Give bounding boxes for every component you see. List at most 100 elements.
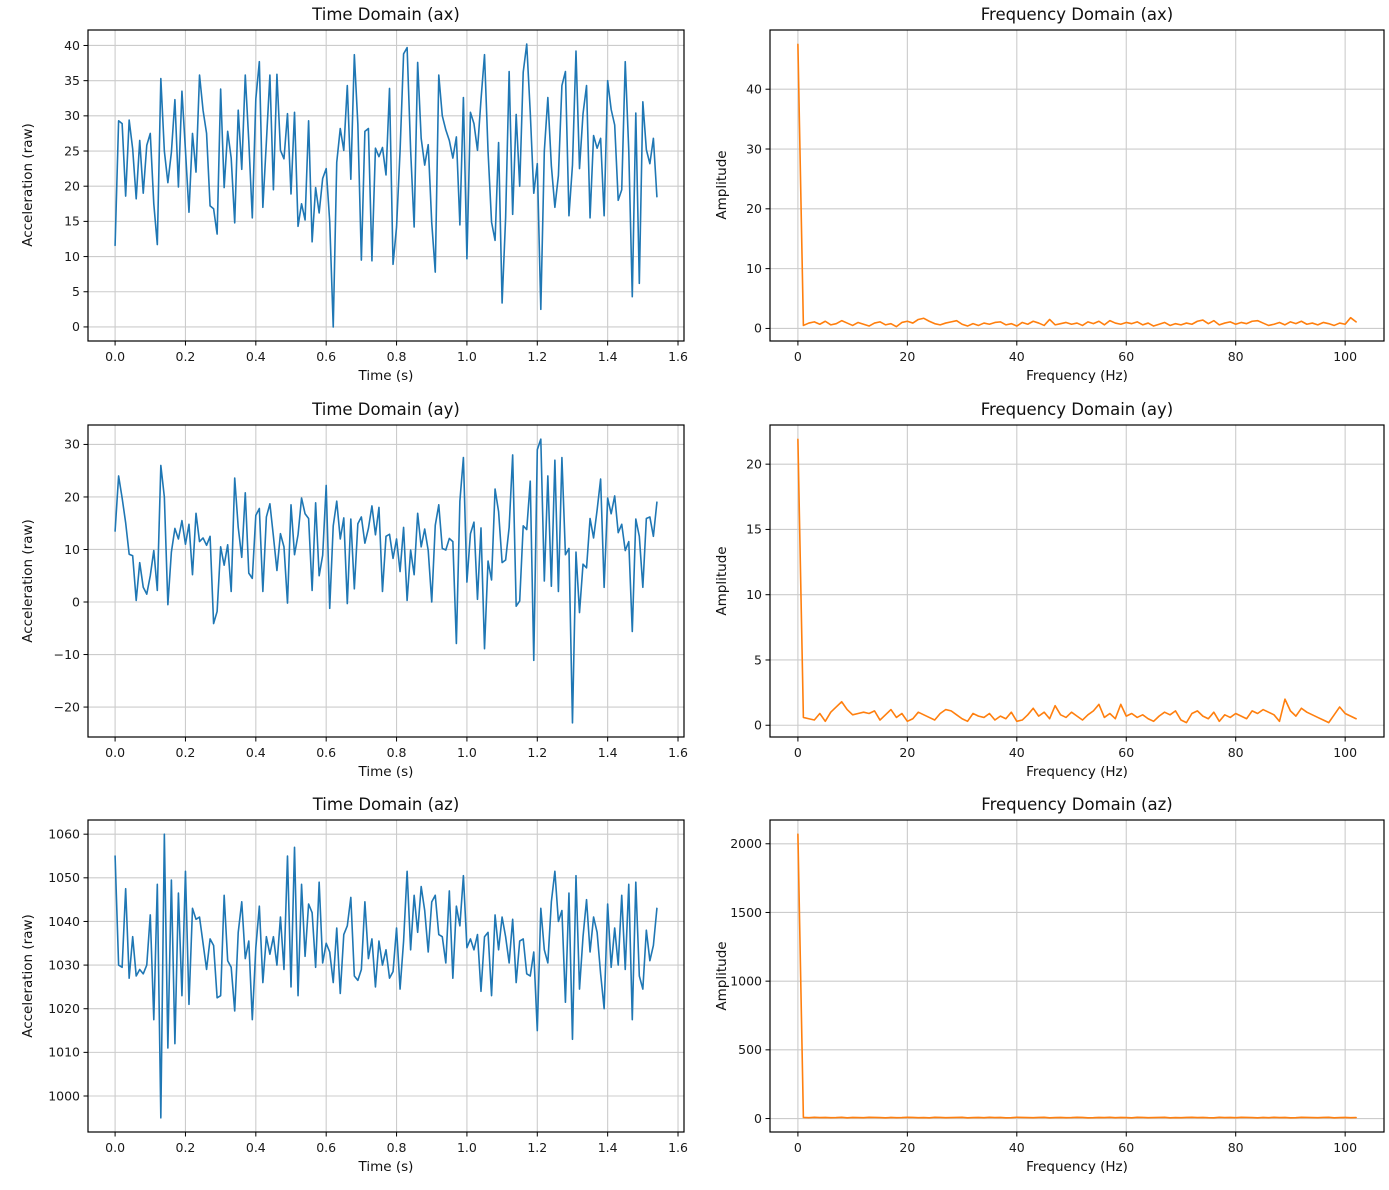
frequency-domain-ay-xlabel: Frequency (Hz) — [1026, 764, 1128, 780]
svg-text:10: 10 — [64, 249, 80, 264]
svg-text:1.0: 1.0 — [457, 745, 477, 760]
svg-text:20: 20 — [899, 745, 915, 760]
svg-text:1040: 1040 — [48, 914, 80, 929]
frequency-domain-ax-title: Frequency Domain (ax) — [980, 5, 1174, 24]
svg-text:15: 15 — [746, 522, 762, 537]
svg-text:40: 40 — [64, 38, 80, 53]
svg-text:1.4: 1.4 — [598, 1140, 618, 1155]
time-domain-ay-xlabel: Time (s) — [358, 764, 414, 780]
svg-text:0: 0 — [72, 319, 80, 334]
time-domain-ay-ylabel: Acceleration (raw) — [20, 519, 36, 643]
svg-text:0.0: 0.0 — [105, 745, 125, 760]
svg-text:500: 500 — [738, 1042, 762, 1057]
time-domain-az-plot: 0.0 0.2 0.4 0.6 0.8 1.0 1.2 1.4 1.6 1000 1010 1020 1… — [48, 819, 688, 1155]
svg-text:0.8: 0.8 — [387, 745, 407, 760]
svg-text:30: 30 — [64, 437, 80, 452]
svg-text:2000: 2000 — [730, 836, 762, 851]
time-domain-ay-title: Time Domain (ay) — [312, 400, 460, 419]
svg-text:0.6: 0.6 — [316, 745, 336, 760]
svg-text:30: 30 — [64, 108, 80, 123]
svg-text:20: 20 — [899, 349, 915, 364]
svg-text:40: 40 — [1009, 745, 1025, 760]
svg-text:0.0: 0.0 — [105, 349, 125, 364]
svg-text:0: 0 — [754, 1111, 762, 1126]
svg-text:0: 0 — [794, 745, 802, 760]
svg-text:80: 80 — [1228, 1140, 1244, 1155]
time-domain-ax-plot: 0.0 0.2 0.4 0.6 0.8 1.0 1.2 1.4 1.6 0 5 10 15 20 25 30 3… — [64, 29, 688, 364]
svg-text:100: 100 — [1333, 1140, 1357, 1155]
svg-text:0: 0 — [72, 594, 80, 609]
svg-text:5: 5 — [72, 284, 80, 299]
svg-text:80: 80 — [1228, 349, 1244, 364]
svg-text:0.6: 0.6 — [316, 1140, 336, 1155]
svg-text:60: 60 — [1118, 349, 1134, 364]
time-domain-ax-ylabel: Acceleration (raw) — [20, 123, 36, 247]
svg-text:0: 0 — [794, 349, 802, 364]
svg-text:10: 10 — [64, 542, 80, 557]
svg-text:1.4: 1.4 — [598, 745, 618, 760]
svg-text:1020: 1020 — [48, 1001, 80, 1016]
svg-text:1000: 1000 — [48, 1088, 80, 1103]
svg-text:1000: 1000 — [730, 973, 762, 988]
svg-text:20: 20 — [64, 489, 80, 504]
svg-text:0.4: 0.4 — [246, 1140, 266, 1155]
frequency-domain-az-ylabel: Amplitude — [714, 941, 730, 1011]
frequency-domain-ay-ylabel: Amplitude — [714, 546, 730, 616]
svg-text:100: 100 — [1333, 745, 1357, 760]
frequency-domain-ax-xlabel: Frequency (Hz) — [1026, 368, 1128, 384]
svg-text:80: 80 — [1228, 745, 1244, 760]
svg-text:0.2: 0.2 — [176, 349, 196, 364]
time-domain-az-ylabel: Acceleration (raw) — [20, 914, 36, 1038]
svg-text:30: 30 — [746, 141, 762, 156]
svg-text:40: 40 — [746, 82, 762, 97]
svg-text:1.4: 1.4 — [598, 349, 618, 364]
svg-text:1.6: 1.6 — [668, 1140, 688, 1155]
svg-text:100: 100 — [1333, 349, 1357, 364]
svg-text:20: 20 — [64, 179, 80, 194]
svg-text:0.4: 0.4 — [246, 745, 266, 760]
svg-text:1050: 1050 — [48, 870, 80, 885]
svg-text:20: 20 — [899, 1140, 915, 1155]
svg-text:1.6: 1.6 — [668, 745, 688, 760]
time-domain-ay-plot: 0.0 0.2 0.4 0.6 0.8 1.0 1.2 1.4 1.6 −20 −10 0 10 20 30 — [54, 424, 688, 760]
svg-text:−20: −20 — [54, 699, 80, 714]
svg-text:1060: 1060 — [48, 826, 80, 841]
svg-text:0.2: 0.2 — [176, 745, 196, 760]
svg-text:0.8: 0.8 — [387, 349, 407, 364]
svg-text:35: 35 — [64, 73, 80, 88]
svg-text:0: 0 — [754, 321, 762, 336]
svg-text:1.0: 1.0 — [457, 1140, 477, 1155]
svg-text:1.6: 1.6 — [668, 349, 688, 364]
frequency-domain-ax-ylabel: Amplitude — [714, 150, 730, 220]
frequency-domain-ay-title: Frequency Domain (ay) — [980, 400, 1174, 419]
frequency-domain-az-title: Frequency Domain (az) — [981, 795, 1173, 814]
svg-text:0.2: 0.2 — [176, 1140, 196, 1155]
svg-text:−10: −10 — [54, 647, 80, 662]
frequency-domain-ax-plot: 0 20 40 60 80 100 0 10 20 30 40 — [746, 29, 1385, 364]
time-domain-az-title: Time Domain (az) — [312, 795, 460, 814]
svg-text:1500: 1500 — [730, 905, 762, 920]
svg-text:60: 60 — [1118, 1140, 1134, 1155]
svg-text:10: 10 — [746, 261, 762, 276]
svg-text:0.4: 0.4 — [246, 349, 266, 364]
svg-text:1030: 1030 — [48, 957, 80, 972]
svg-text:40: 40 — [1009, 1140, 1025, 1155]
svg-text:0: 0 — [794, 1140, 802, 1155]
svg-text:1.0: 1.0 — [457, 349, 477, 364]
svg-text:0.0: 0.0 — [105, 1140, 125, 1155]
svg-text:15: 15 — [64, 214, 80, 229]
time-domain-ax-title: Time Domain (ax) — [312, 5, 460, 24]
svg-text:0.6: 0.6 — [316, 349, 336, 364]
frequency-domain-ay-plot: 0 20 40 60 80 100 0 5 10 15 20 — [746, 424, 1385, 760]
svg-text:0.8: 0.8 — [387, 1140, 407, 1155]
svg-text:0: 0 — [754, 718, 762, 733]
svg-text:60: 60 — [1118, 745, 1134, 760]
svg-text:40: 40 — [1009, 349, 1025, 364]
svg-text:20: 20 — [746, 456, 762, 471]
svg-text:5: 5 — [754, 652, 762, 667]
svg-text:25: 25 — [64, 143, 80, 158]
svg-text:1.2: 1.2 — [527, 745, 547, 760]
svg-text:10: 10 — [746, 587, 762, 602]
